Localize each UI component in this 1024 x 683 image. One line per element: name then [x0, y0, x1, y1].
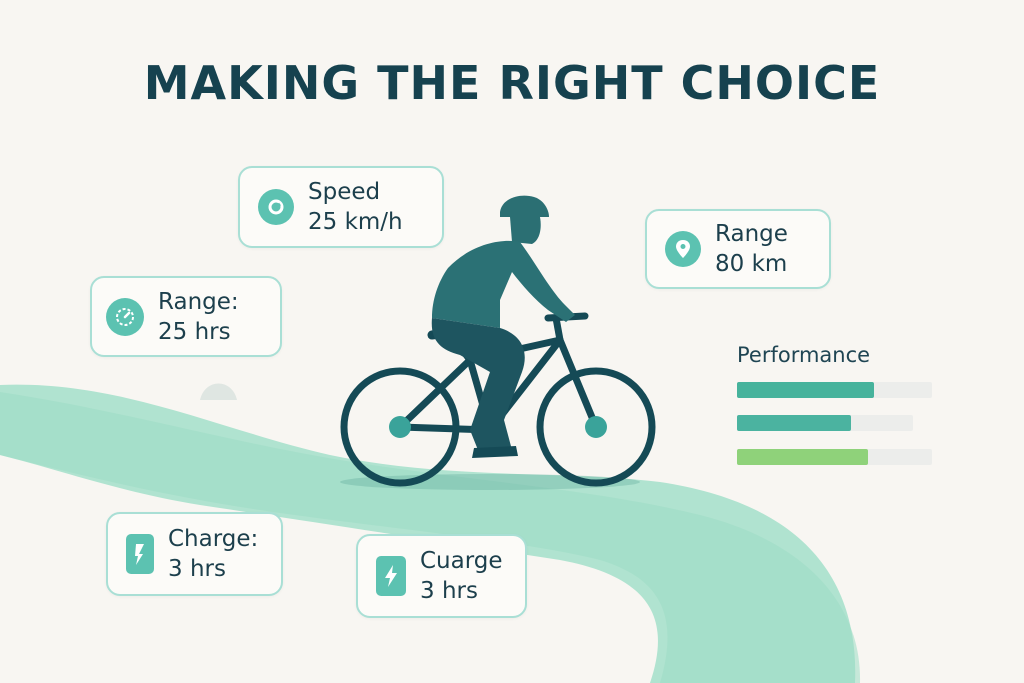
speed-value: 25 km/h	[308, 209, 403, 235]
performance-bar-2-fill	[737, 415, 852, 431]
road-lower-curve	[0, 392, 861, 683]
battery-bolt-icon	[376, 556, 406, 596]
speed-label: Speed	[308, 179, 381, 205]
speedometer-icon	[258, 189, 294, 225]
charge-label: Charge:	[168, 526, 259, 552]
location-pin-icon	[665, 231, 701, 267]
rider	[431, 195, 575, 458]
speed-card: Speed 25 km/h	[238, 166, 444, 248]
hill-bump	[200, 383, 237, 400]
cuarge-value: 3 hrs	[420, 578, 478, 604]
performance-bar-3	[737, 449, 932, 465]
range-hrs-value: 25 hrs	[158, 318, 231, 345]
performance-bar-2	[737, 415, 913, 431]
cuarge-card: Cuarge 3 hrs	[356, 534, 527, 618]
rider-shoe	[472, 446, 518, 458]
performance-bar-1-fill	[737, 382, 874, 398]
cuarge-label: Cuarge	[420, 548, 503, 574]
range-hrs-card: Range: 25 hrs	[90, 276, 282, 357]
rider-helmet	[500, 195, 549, 217]
range-km-card: Range 80 km	[645, 209, 831, 289]
battery-charge-icon	[126, 534, 154, 574]
rider-head	[510, 217, 541, 244]
charge-value: 3 hrs	[168, 556, 226, 582]
front-wheel	[536, 367, 656, 487]
front-hub	[585, 416, 607, 438]
range-km-value: 80 km	[715, 251, 788, 277]
performance-label: Performance	[737, 343, 871, 367]
gauge-icon	[106, 297, 144, 336]
range-hrs-label: Range:	[158, 288, 239, 315]
rear-hub	[389, 416, 411, 438]
rider-legs	[431, 318, 525, 455]
range-km-label: Range	[715, 221, 788, 247]
performance-bar-1	[737, 382, 932, 398]
rider-torso	[432, 240, 575, 328]
performance-bar-3-fill	[737, 449, 868, 465]
charge-card: Charge: 3 hrs	[106, 512, 283, 596]
page-title: MAKING THE RIGHT CHOICE	[143, 56, 881, 110]
